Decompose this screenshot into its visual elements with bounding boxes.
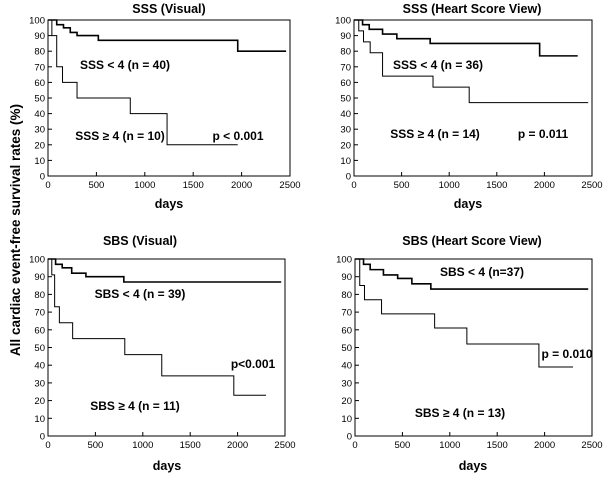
y-tick-label: 90 xyxy=(341,272,352,283)
survival-curve-low xyxy=(48,19,287,52)
y-tick-label: 60 xyxy=(341,325,352,336)
y-tick-label: 80 xyxy=(341,290,352,301)
y-tick-label: 60 xyxy=(340,78,351,89)
x-tick-label: 1500 xyxy=(180,440,201,451)
survival-curve-high xyxy=(354,19,589,104)
y-tick-label: 50 xyxy=(341,343,352,354)
y-tick-label: 60 xyxy=(34,78,45,89)
y-tick-label: 30 xyxy=(34,378,45,389)
chart-title: SSS (Heart Score View) xyxy=(403,2,542,16)
series-label: SSS ≥ 4 (n = 14) xyxy=(390,127,480,141)
x-tick-label: 1000 xyxy=(132,440,153,451)
x-tick-label: 500 xyxy=(394,440,410,451)
x-tick-label: 0 xyxy=(45,440,50,451)
y-tick-label: 100 xyxy=(29,255,45,266)
series-label: SBS ≥ 4 (n = 13) xyxy=(415,406,505,420)
p-value-annotation: p = 0.011 xyxy=(518,127,569,141)
series-label: SSS ≥ 4 (n = 10) xyxy=(75,129,165,143)
y-tick-label: 70 xyxy=(340,62,351,73)
x-tick-label: 2500 xyxy=(274,440,295,451)
x-tick-label: 1000 xyxy=(439,180,460,191)
x-tick-label: 2500 xyxy=(581,440,602,451)
y-tick-label: 10 xyxy=(34,414,45,425)
x-tick-label: 2500 xyxy=(279,180,300,191)
y-tick-label: 100 xyxy=(335,16,351,27)
y-tick-label: 30 xyxy=(34,125,45,136)
y-tick-label: 40 xyxy=(340,109,351,120)
x-tick-label: 2000 xyxy=(231,180,252,191)
chart-title: SBS (Visual) xyxy=(103,234,177,248)
y-tick-label: 0 xyxy=(40,432,45,443)
series-label: SBS ≥ 4 (n = 11) xyxy=(90,399,180,413)
y-tick-label: 10 xyxy=(340,156,351,167)
x-tick-label: 500 xyxy=(88,180,104,191)
y-tick-label: 90 xyxy=(340,31,351,42)
series-label: SBS < 4 (n = 39) xyxy=(95,287,186,301)
x-tick-label: 2000 xyxy=(227,440,248,451)
y-tick-label: 40 xyxy=(341,361,352,372)
survival-curve-low xyxy=(48,258,282,283)
x-tick-label: 2000 xyxy=(534,180,555,191)
survival-curve-low xyxy=(355,258,589,290)
x-tick-label: 0 xyxy=(45,180,50,191)
x-tick-label: 500 xyxy=(394,180,410,191)
y-tick-label: 60 xyxy=(34,325,45,336)
x-tick-label: 1000 xyxy=(134,180,155,191)
y-tick-label: 40 xyxy=(34,361,45,372)
y-tick-label: 0 xyxy=(346,172,351,183)
y-tick-label: 30 xyxy=(340,125,351,136)
y-tick-label: 100 xyxy=(29,16,45,27)
x-tick-label: 1500 xyxy=(183,180,204,191)
p-value-annotation: p < 0.001 xyxy=(212,129,263,143)
y-tick-label: 10 xyxy=(34,156,45,167)
series-label: SSS < 4 (n = 40) xyxy=(80,58,170,72)
chart-title: SBS (Heart Score View) xyxy=(402,234,541,248)
survival-curve-low xyxy=(354,19,578,57)
y-tick-label: 80 xyxy=(34,47,45,58)
y-tick-label: 0 xyxy=(347,432,352,443)
x-tick-label: 1500 xyxy=(487,440,508,451)
y-tick-label: 50 xyxy=(34,343,45,354)
y-tick-label: 90 xyxy=(34,31,45,42)
x-tick-label: 1000 xyxy=(439,440,460,451)
y-tick-label: 20 xyxy=(340,140,351,151)
y-tick-label: 50 xyxy=(340,94,351,105)
y-tick-label: 20 xyxy=(34,396,45,407)
x-tick-label: 0 xyxy=(352,440,357,451)
y-tick-label: 20 xyxy=(341,396,352,407)
y-tick-label: 30 xyxy=(341,378,352,389)
survival-curve-high xyxy=(48,258,267,396)
y-tick-label: 80 xyxy=(34,290,45,301)
y-tick-label: 0 xyxy=(40,172,45,183)
x-tick-label: 500 xyxy=(87,440,103,451)
x-axis-label: days xyxy=(454,197,483,211)
y-tick-label: 80 xyxy=(340,47,351,58)
x-tick-label: 2500 xyxy=(581,180,602,191)
x-axis-label: days xyxy=(459,459,488,473)
y-tick-label: 50 xyxy=(34,94,45,105)
y-tick-label: 40 xyxy=(34,109,45,120)
y-tick-label: 70 xyxy=(34,62,45,73)
x-tick-label: 0 xyxy=(351,180,356,191)
p-value-annotation: p = 0.010 xyxy=(541,347,592,361)
y-tick-label: 100 xyxy=(336,255,352,266)
x-tick-label: 2000 xyxy=(534,440,555,451)
y-tick-label: 70 xyxy=(341,308,352,319)
p-value-annotation: p<0.001 xyxy=(231,357,276,371)
y-tick-label: 20 xyxy=(34,140,45,151)
shared-y-axis-label: All cardiac event-free survival rates (%… xyxy=(8,103,23,357)
x-axis-label: days xyxy=(155,197,184,211)
series-label: SSS < 4 (n = 36) xyxy=(393,58,483,72)
chart-title: SSS (Visual) xyxy=(132,2,205,16)
y-tick-label: 70 xyxy=(34,308,45,319)
y-tick-label: 10 xyxy=(341,414,352,425)
x-axis-label: days xyxy=(153,459,182,473)
y-tick-label: 90 xyxy=(34,272,45,283)
x-tick-label: 1500 xyxy=(486,180,507,191)
survival-curve-high xyxy=(355,258,574,368)
series-label: SBS < 4 (n=37) xyxy=(440,265,524,279)
survival-curve-high xyxy=(48,19,238,146)
